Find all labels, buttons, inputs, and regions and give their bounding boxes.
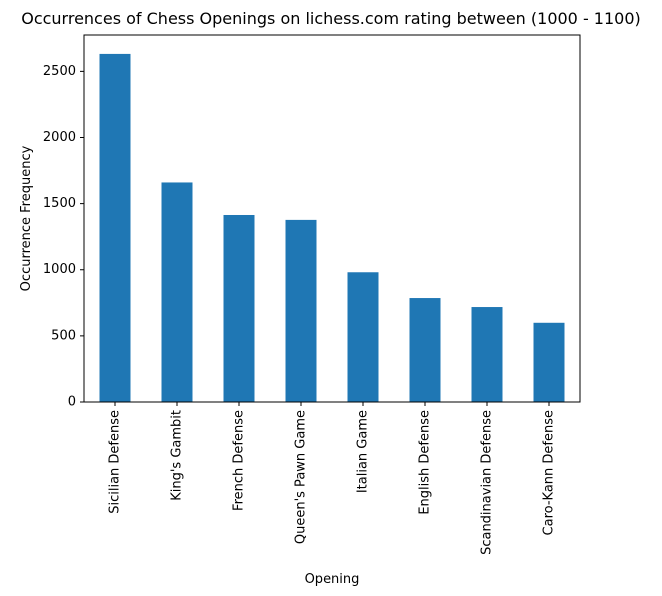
x-tick-label: Caro-Kann Defense <box>542 410 557 535</box>
bar-english-defense <box>409 298 441 402</box>
x-tick-label: Queen's Pawn Game <box>294 410 309 544</box>
chart-title: Occurrences of Chess Openings on lichess… <box>21 9 641 28</box>
plot-frame <box>83 34 581 403</box>
x-axis: Sicilian Defense King's Gambit French Defe… <box>108 402 557 555</box>
bars-group <box>99 53 565 402</box>
y-tick-label: 500 <box>51 328 76 343</box>
y-tick-label: 1000 <box>43 262 76 277</box>
x-tick-label: Sicilian Defense <box>108 410 123 514</box>
x-tick-label: King's Gambit <box>170 410 185 501</box>
x-tick-label: English Defense <box>418 410 433 515</box>
x-tick-label: French Defense <box>232 410 247 511</box>
bar-scandinavian-defense <box>471 307 503 402</box>
y-tick-label: 2000 <box>43 130 76 145</box>
y-axis: 0 500 1000 1500 2000 2500 <box>43 64 84 410</box>
x-axis-label: Opening <box>305 572 360 587</box>
y-tick-label: 0 <box>68 395 76 410</box>
x-tick-label: Italian Game <box>356 410 371 493</box>
y-tick-label: 1500 <box>43 196 76 211</box>
bar-italian-game <box>347 272 379 402</box>
y-axis-label: Occurrence Frequency <box>19 145 34 291</box>
bar-caro-kann-defense <box>533 322 565 402</box>
bar-french-defense <box>223 214 255 402</box>
bar-sicilian-defense <box>99 53 131 402</box>
y-tick-label: 2500 <box>43 64 76 79</box>
bar-queen-s-pawn-game <box>285 219 317 402</box>
x-tick-label: Scandinavian Defense <box>480 410 495 555</box>
bar-king-s-gambit <box>161 182 193 402</box>
